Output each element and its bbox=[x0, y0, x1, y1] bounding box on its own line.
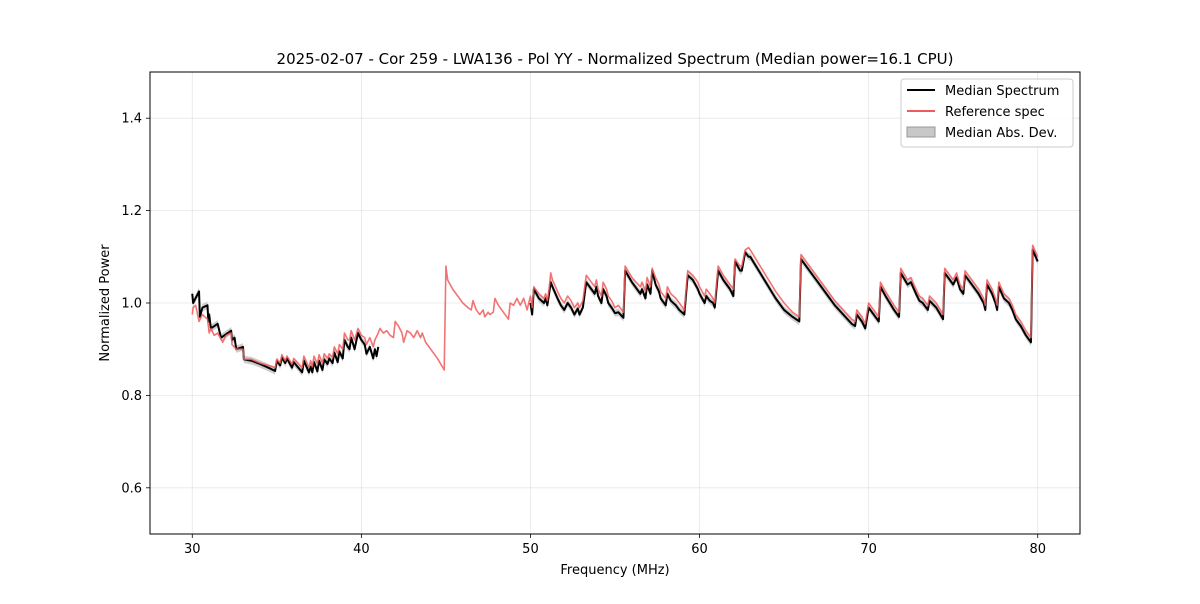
legend-mad-swatch bbox=[906, 126, 936, 138]
y-tick-label: 0.6 bbox=[121, 481, 142, 496]
legend: Median Spectrum Reference spec Median Ab… bbox=[900, 78, 1074, 148]
x-tick-label: 50 bbox=[522, 542, 539, 557]
legend-reference-label: Reference spec bbox=[945, 105, 1045, 120]
y-axis-label: Normalized Power bbox=[98, 244, 113, 362]
axis-ticks: 30 40 50 60 70 80 0.6 0.8 1.0 1.2 1.4 bbox=[121, 112, 1046, 557]
x-axis-label: Frequency (MHz) bbox=[560, 563, 669, 578]
y-tick-label: 1.4 bbox=[121, 112, 142, 127]
chart-title: 2025-02-07 - Cor 259 - LWA136 - Pol YY -… bbox=[277, 50, 954, 68]
legend-box bbox=[900, 78, 1074, 148]
x-tick-label: 80 bbox=[1029, 542, 1046, 557]
plot-data bbox=[191, 244, 1039, 376]
legend-mad-label: Median Abs. Dev. bbox=[945, 126, 1057, 141]
y-tick-label: 1.2 bbox=[121, 204, 142, 219]
x-tick-label: 60 bbox=[691, 542, 708, 557]
reference-spectrum-line bbox=[191, 244, 1039, 371]
y-tick-label: 0.8 bbox=[121, 389, 142, 404]
median-spectrum-line bbox=[529, 248, 1039, 344]
x-tick-label: 70 bbox=[860, 542, 877, 557]
y-tick-label: 1.0 bbox=[121, 297, 142, 312]
x-tick-label: 40 bbox=[353, 542, 370, 557]
x-tick-label: 30 bbox=[184, 542, 201, 557]
legend-median-label: Median Spectrum bbox=[945, 84, 1059, 99]
